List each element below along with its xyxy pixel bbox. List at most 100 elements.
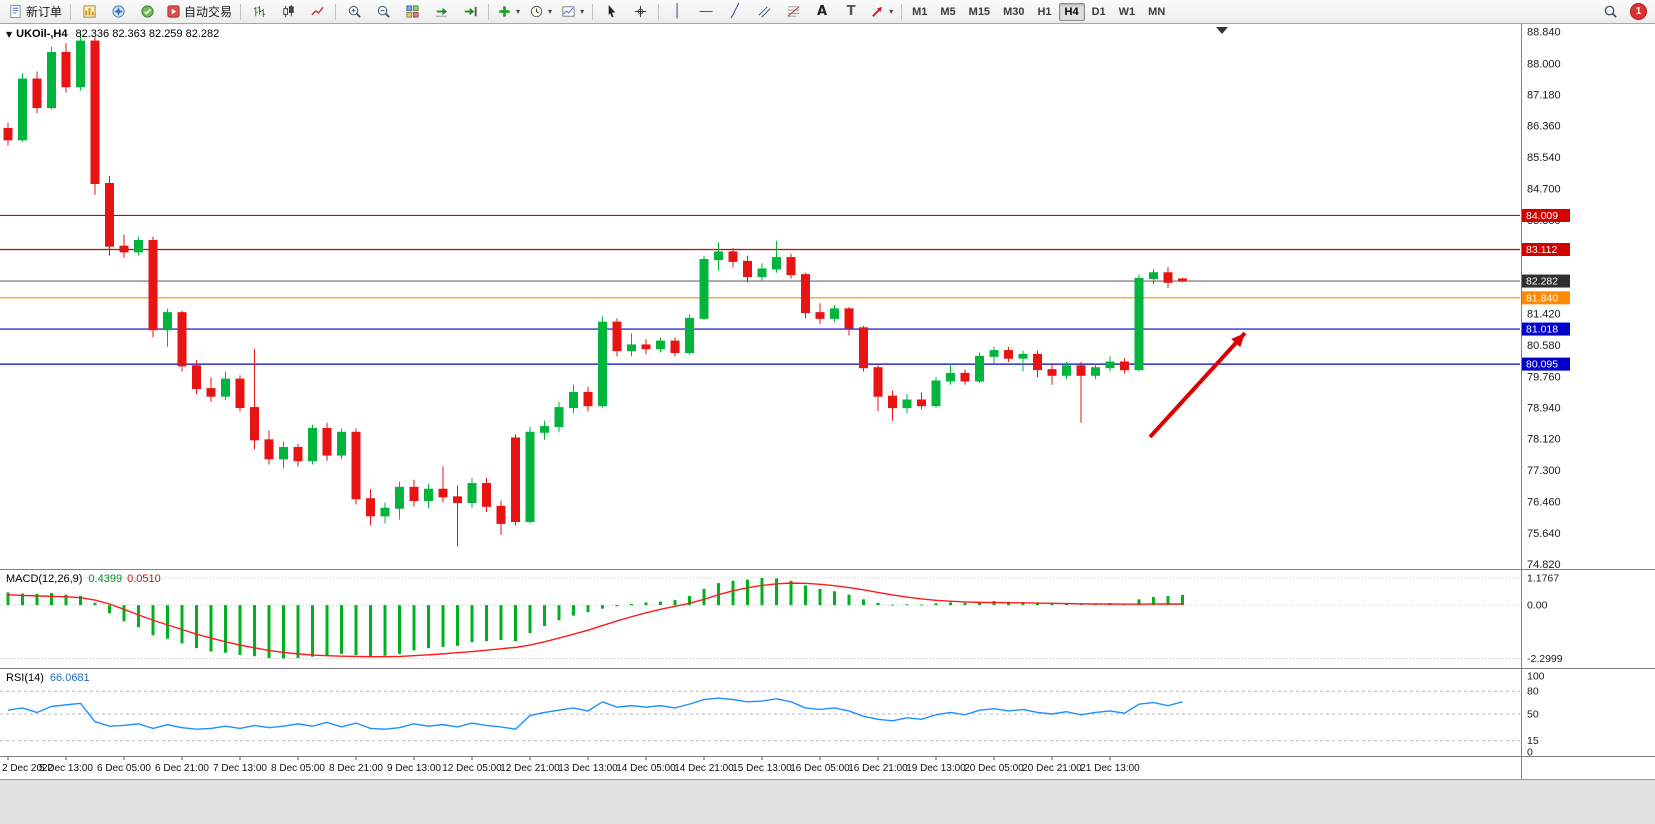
notification-badge[interactable]: 1: [1630, 3, 1647, 20]
timeframe-m30[interactable]: M30: [1003, 5, 1025, 18]
line-chart-button[interactable]: [303, 1, 331, 23]
toolbar-separator: [70, 3, 72, 20]
timeframe-h1[interactable]: H1: [1037, 5, 1052, 18]
macd-histogram-bar: [93, 602, 97, 606]
candle-body: [1076, 365, 1086, 376]
candle-body: [830, 308, 839, 319]
candle-body: [1149, 272, 1158, 279]
chart-shift-button[interactable]: [456, 1, 484, 23]
new-order-button[interactable]: 新订单: [4, 1, 66, 23]
candle-body: [119, 245, 129, 253]
rsi-tick-label: 15: [1527, 735, 1539, 747]
macd-panel-canvas[interactable]: 1.1767 0.00 -2.2999: [0, 569, 1655, 668]
search-button[interactable]: [1596, 1, 1624, 23]
timeframe-h4[interactable]: H4: [1058, 2, 1085, 21]
trendline-button[interactable]: ╱: [721, 1, 749, 23]
candle-body: [772, 257, 781, 270]
zoom-out-button[interactable]: [369, 1, 397, 23]
macd-histogram-bar: [731, 580, 735, 606]
crosshair-button[interactable]: [626, 1, 654, 23]
price-tag: [1522, 208, 1570, 222]
horizontal-line-button[interactable]: ―: [692, 1, 720, 23]
channel-button[interactable]: [750, 1, 778, 23]
candle-body: [554, 407, 564, 428]
market-watch-button[interactable]: [75, 1, 103, 23]
tile-windows-button[interactable]: [398, 1, 426, 23]
macd-histogram-bar: [920, 604, 923, 606]
dropdown-caret-icon: ▾: [516, 7, 521, 16]
timeframe-d1[interactable]: D1: [1091, 5, 1106, 18]
macd-histogram-bar: [789, 580, 793, 606]
candle-body: [975, 355, 984, 382]
add-indicator-icon: [499, 6, 510, 17]
price-tick-label: 74.820: [1527, 559, 1561, 569]
candle-body: [293, 446, 303, 462]
macd-histogram-bar: [804, 585, 807, 606]
chart-menu-icon[interactable]: ▼: [6, 30, 13, 39]
fibonacci-button[interactable]: [779, 1, 807, 23]
cursor-button[interactable]: [597, 1, 625, 23]
candle-body: [134, 239, 143, 253]
time-label: 13 Dec 13:00: [558, 763, 618, 774]
text-button[interactable]: A: [808, 1, 836, 23]
timeframe-m1[interactable]: M1: [912, 5, 928, 18]
macd-histogram-bar: [1079, 604, 1083, 606]
auto-scroll-button[interactable]: [427, 1, 455, 23]
candle-body: [3, 127, 13, 141]
candle-body: [917, 399, 926, 407]
vertical-line-button[interactable]: │: [663, 1, 691, 23]
templates-button[interactable]: ▾: [557, 1, 588, 23]
macd-histogram-bar: [862, 599, 865, 606]
macd-histogram-bar: [891, 604, 894, 606]
candle-body: [801, 274, 810, 314]
candlestick-chart-button[interactable]: [274, 1, 302, 23]
macd-histogram-bar: [1166, 595, 1170, 606]
timeframe-m5[interactable]: M5: [940, 5, 956, 18]
candle-body: [206, 388, 216, 397]
macd-histogram-bar: [311, 605, 314, 657]
candle-body: [757, 268, 767, 278]
auto-trading-icon: [167, 5, 180, 18]
text-label-button[interactable]: T: [837, 1, 865, 23]
macd-histogram-bar: [499, 605, 503, 640]
new-order-icon: [10, 4, 21, 19]
terminal-button[interactable]: [133, 1, 161, 23]
rsi-panel-canvas[interactable]: 100 80 50 150: [0, 668, 1655, 756]
chart-area[interactable]: 88.84088.00087.18086.36085.54084.70083.8…: [0, 24, 1655, 824]
timeframe-m15[interactable]: M15: [968, 5, 991, 18]
dropdown-caret-icon: ▾: [548, 7, 553, 16]
candle-body: [627, 344, 636, 352]
shift-marker-icon[interactable]: [1216, 27, 1228, 34]
candle-body: [76, 40, 85, 88]
timeframe-w1[interactable]: W1: [1118, 5, 1136, 18]
macd-histogram-bar: [209, 605, 213, 652]
macd-histogram-bar: [441, 605, 445, 647]
arrows-button[interactable]: ▾: [866, 1, 897, 23]
macd-name: MACD(12,26,9): [6, 573, 83, 585]
price-chart-canvas[interactable]: 88.84088.00087.18086.36085.54084.70083.8…: [0, 24, 1655, 569]
candle-body: [279, 446, 288, 460]
dropdown-caret-icon: ▾: [580, 7, 585, 16]
trend-arrow[interactable]: [1148, 331, 1247, 439]
auto-trading-button[interactable]: 自动交易: [162, 1, 236, 23]
timeframe-mn[interactable]: MN: [1148, 5, 1166, 18]
candle-body: [859, 327, 868, 369]
candle-body: [583, 391, 593, 407]
navigator-button[interactable]: [104, 1, 132, 23]
periods-button[interactable]: ▾: [525, 1, 556, 23]
candle-body: [90, 40, 100, 185]
macd-signal-line: [7, 582, 1183, 658]
candle-body: [221, 378, 230, 397]
candlestick-chart-icon: [282, 4, 294, 18]
toolbar-separator: [658, 3, 660, 20]
add-indicator-button[interactable]: ▾: [493, 1, 524, 23]
zoom-in-button[interactable]: [340, 1, 368, 23]
bar-chart-button[interactable]: [245, 1, 273, 23]
candle-body: [743, 260, 752, 278]
candle-body: [177, 312, 187, 367]
macd-histogram-bar: [325, 605, 329, 656]
candle-body: [612, 321, 622, 352]
candle-body: [1033, 353, 1042, 371]
price-tag: [1522, 322, 1570, 336]
